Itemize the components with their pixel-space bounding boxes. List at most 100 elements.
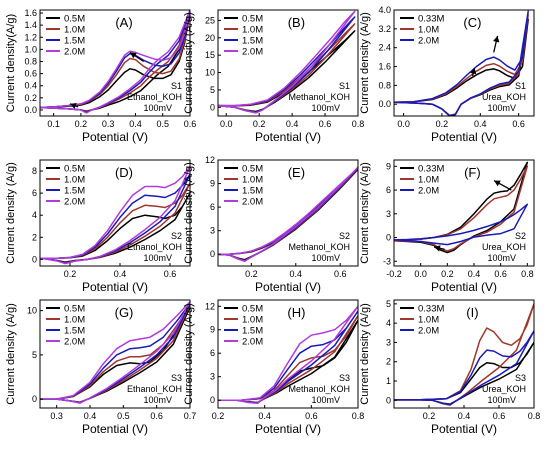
x-axis-label: Potential (V) xyxy=(431,280,497,294)
legend-entry: 0.5M xyxy=(64,304,85,315)
legend-entry: 1.0M xyxy=(242,175,263,186)
y-tick-label: 1.2 xyxy=(24,32,37,42)
arrow-head xyxy=(494,180,501,187)
y-tick-label: 5 xyxy=(210,85,215,95)
arrow-head xyxy=(434,245,441,252)
x-axis-label: Potential (V) xyxy=(82,130,148,144)
series-line-2.0M xyxy=(218,166,358,263)
y-axis-label: Current density(A/g) xyxy=(5,14,17,112)
legend-entry: 1.0M xyxy=(64,315,85,326)
arrow-head xyxy=(70,102,77,109)
y-tick-label: 9 xyxy=(210,325,215,335)
panel-label: (B) xyxy=(288,15,305,30)
legend-entry: 1.5M xyxy=(64,186,85,197)
y-tick-label: -3 xyxy=(383,256,391,266)
legend-entry: 2.0M xyxy=(242,337,263,348)
panel-label: (D) xyxy=(115,165,133,180)
y-axis-label: Current density (A/g) xyxy=(183,303,195,404)
series-line-2.0M xyxy=(40,301,190,404)
y-axis-label: Current density (A/g) xyxy=(359,303,371,404)
y-tick-label: 3.2 xyxy=(378,24,391,34)
y-tick-label: 1.6 xyxy=(24,8,37,18)
panel-8: 0.2 0.4 0.6 0.8 0 3 6 9 12 Potential (V) Current d… xyxy=(183,299,364,436)
legend-entry: 2.0M xyxy=(418,36,439,47)
x-tick-label: 0.4 xyxy=(84,411,97,421)
electrolyte-label: Urea_KOH xyxy=(482,242,526,252)
y-tick-label: 9 xyxy=(386,161,391,171)
x-tick-label: 0.4 xyxy=(468,269,481,279)
x-axis-label: Potential (V) xyxy=(255,130,321,144)
y-tick-label: 6 xyxy=(32,188,37,198)
legend-entry: 1.0M xyxy=(242,315,263,326)
legend-entry: 2.0M xyxy=(64,47,85,58)
series-line-2.0M xyxy=(394,330,534,406)
y-tick-label: 1.6 xyxy=(378,62,391,72)
y-tick-label: 8 xyxy=(32,166,37,176)
panel-label: (C) xyxy=(463,15,481,30)
y-tick-label: 4 xyxy=(32,210,37,220)
arrow-head xyxy=(470,67,477,75)
sample-label: S3 xyxy=(339,373,350,383)
x-tick-label: 0.0 xyxy=(414,269,427,279)
legend-entry: 1.5M xyxy=(242,186,263,197)
x-axis-label: Potential (V) xyxy=(82,422,148,436)
x-tick-label: 0.4 xyxy=(114,269,127,279)
x-axis-label: Potential (V) xyxy=(431,130,497,144)
y-tick-label: 15 xyxy=(205,50,215,60)
sample-label: S3 xyxy=(171,373,182,383)
sample-label: S1 xyxy=(339,81,350,91)
x-tick-label: 0.3 xyxy=(102,119,115,129)
x-tick-label: 0.2 xyxy=(253,119,266,129)
x-tick-label: 0.2 xyxy=(245,269,258,279)
y-tick-label: 12 xyxy=(205,155,215,165)
legend-entry: 0.5M xyxy=(242,164,263,175)
x-axis-label: Potential (V) xyxy=(255,422,321,436)
y-tick-label: 0 xyxy=(210,102,215,112)
panel-label: (I) xyxy=(466,305,478,320)
legend-entry: 2.0M xyxy=(64,337,85,348)
scan-rate-label: 100mV xyxy=(487,395,516,405)
plot-frame xyxy=(39,159,191,267)
x-tick-label: 0.2 xyxy=(64,269,77,279)
y-tick-label: 10 xyxy=(27,306,37,316)
x-tick-label: 0.6 xyxy=(512,119,525,129)
legend-entry: 0.33M xyxy=(418,14,444,25)
y-tick-label: 3 xyxy=(210,226,215,236)
electrolyte-label: Ethanol_KOH xyxy=(127,92,182,102)
x-tick-label: 0.6 xyxy=(334,269,347,279)
x-tick-label: 0.6 xyxy=(305,411,318,421)
panel-7: 0.3 0.4 0.5 0.6 0.7 0 5 10 Potential (V) Current … xyxy=(5,299,196,436)
arrow-head xyxy=(130,52,137,59)
scan-rate-label: 100mV xyxy=(143,253,172,263)
plot-frame xyxy=(39,9,191,117)
x-tick-label: 0.0 xyxy=(397,119,410,129)
x-tick-label: 0.2 xyxy=(441,269,454,279)
y-tick-label: 3 xyxy=(210,372,215,382)
x-tick-label: 0.4 xyxy=(129,119,142,129)
x-tick-label: 0.6 xyxy=(164,269,177,279)
y-tick-label: 3 xyxy=(386,209,391,219)
series-line-2.0M xyxy=(394,10,529,116)
series-line-2.0M xyxy=(40,165,190,265)
legend-entry: 1.0M xyxy=(64,175,85,186)
y-axis-label: Current density (A/g) xyxy=(183,12,195,113)
series-line-2.0M xyxy=(394,203,529,246)
scan-rate-label: 100mV xyxy=(143,103,172,113)
scan-rate-label: 100mV xyxy=(311,395,340,405)
y-tick-label: 0.8 xyxy=(378,80,391,90)
panel-label: (F) xyxy=(464,165,481,180)
x-tick-label: 0.2 xyxy=(212,411,225,421)
y-tick-label: 2.4 xyxy=(378,43,391,53)
x-tick-label: 0.4 xyxy=(458,411,471,421)
y-tick-label: 6 xyxy=(386,185,391,195)
scan-rate-label: 100mV xyxy=(311,103,340,113)
legend-entry: 0.33M xyxy=(418,304,444,315)
legend-entry: 0.5M xyxy=(242,14,263,25)
x-tick-label: 0.8 xyxy=(352,119,365,129)
series-line-2.0M xyxy=(40,10,190,114)
electrolyte-label: Methanol_KOH xyxy=(288,242,350,252)
x-axis-label: Potential (V) xyxy=(431,422,497,436)
y-tick-label: 0 xyxy=(210,249,215,259)
legend-entry: 1.5M xyxy=(242,36,263,47)
